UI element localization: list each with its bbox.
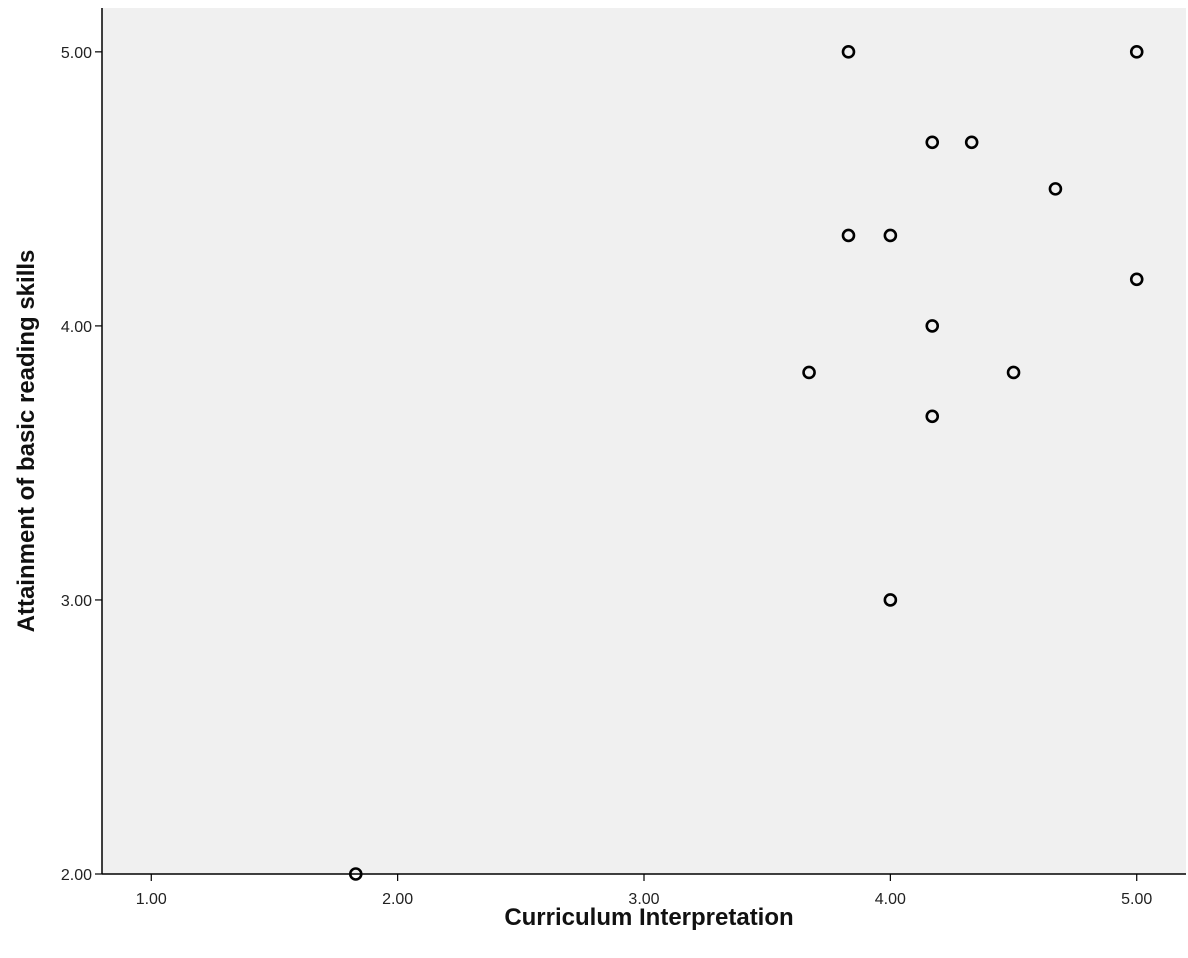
x-axis-title: Curriculum Interpretation	[504, 904, 793, 931]
y-tick-label: 2.00	[61, 867, 92, 884]
x-axis-ticks: 1.00 2.00 3.00 4.00 5.00	[136, 874, 1153, 908]
x-tick-label: 2.00	[382, 891, 413, 908]
y-axis-ticks: 2.00 3.00 4.00 5.00	[61, 45, 102, 884]
y-tick-label: 3.00	[61, 593, 92, 610]
y-tick-label: 4.00	[61, 319, 92, 336]
x-tick-label: 1.00	[136, 891, 167, 908]
y-axis-title: Attainment of basic reading skills	[13, 250, 40, 633]
plot-area	[102, 8, 1186, 874]
x-tick-label: 5.00	[1121, 891, 1152, 908]
y-tick-label: 5.00	[61, 45, 92, 62]
x-tick-label: 4.00	[875, 891, 906, 908]
